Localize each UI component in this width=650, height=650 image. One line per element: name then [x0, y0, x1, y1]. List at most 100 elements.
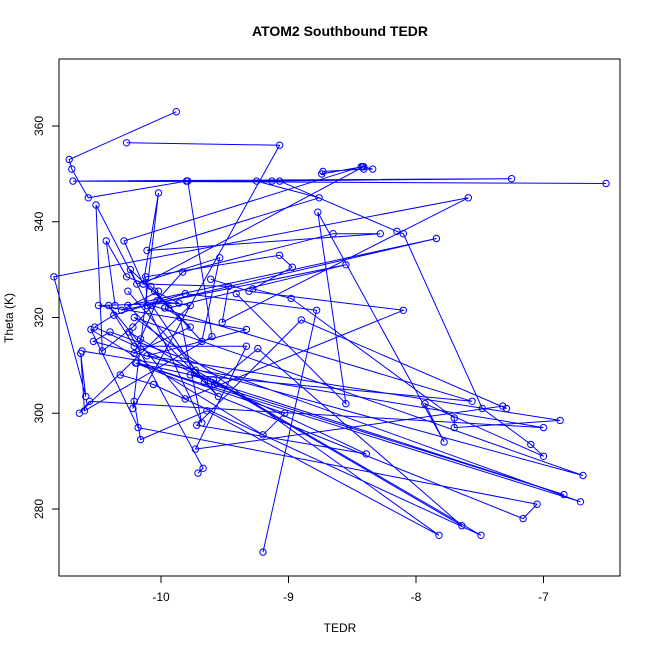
data-point [297, 316, 305, 324]
data-point [579, 471, 587, 480]
series-line [98, 238, 561, 429]
data-point [209, 376, 218, 384]
x-axis: -10 -9 -8 -7 [152, 575, 549, 604]
data-point [136, 435, 145, 444]
x-axis-label: TEDR [324, 621, 357, 635]
data-point [576, 498, 585, 506]
data-point [176, 313, 184, 322]
data-point [98, 347, 107, 355]
data-point [165, 304, 173, 312]
data-point [369, 165, 377, 173]
data-point [154, 287, 163, 295]
data-point [312, 306, 321, 314]
data-point [105, 301, 113, 310]
data-point [181, 395, 189, 403]
data-point [130, 342, 138, 350]
data-point [602, 179, 610, 188]
data-point [399, 306, 407, 314]
data-point [478, 404, 486, 413]
data-point [249, 285, 257, 293]
data-point [110, 311, 118, 319]
data-point [435, 531, 443, 539]
data-point [207, 275, 215, 283]
y-tick-label: 280 [32, 499, 46, 519]
data-point [210, 380, 219, 389]
data-point [122, 273, 131, 281]
data-point [245, 287, 253, 295]
data-point [172, 108, 181, 116]
data-point [147, 282, 155, 291]
data-point [142, 273, 150, 281]
data-point [218, 318, 226, 326]
data-point [87, 325, 95, 334]
data-point [136, 335, 145, 343]
data-point [268, 177, 276, 185]
data-point [186, 301, 195, 310]
data-point [186, 371, 195, 379]
data-point [252, 177, 261, 185]
data-point [68, 165, 76, 173]
data-point [133, 280, 141, 288]
series-layer [50, 108, 610, 556]
data-point [184, 177, 192, 185]
y-axis-label: Theta (K) [2, 293, 16, 343]
data-point [421, 400, 429, 408]
y-tick-label: 340 [32, 211, 46, 231]
series-line [89, 317, 584, 536]
data-point [122, 139, 131, 147]
data-point [153, 297, 161, 305]
data-point [342, 261, 350, 269]
data-point [91, 323, 99, 331]
x-tick-label: -9 [283, 590, 294, 604]
data-point [242, 325, 251, 334]
data-point [69, 177, 77, 185]
data-point [468, 397, 476, 405]
data-point [50, 273, 58, 281]
series-line [72, 178, 607, 352]
data-point [85, 397, 94, 405]
data-point [315, 194, 323, 202]
data-point [224, 282, 233, 291]
series-line [79, 269, 544, 429]
data-point [124, 301, 132, 310]
data-point [181, 289, 189, 298]
data-point [199, 464, 207, 472]
data-point [154, 189, 163, 197]
data-point [464, 194, 472, 202]
data-point [92, 201, 100, 209]
chart-title: ATOM2 Southbound TEDR [252, 23, 428, 39]
data-point [362, 450, 370, 458]
data-point [502, 404, 511, 413]
data-point [143, 301, 151, 310]
plot-frame [58, 58, 621, 577]
data-point [116, 371, 124, 379]
data-point [399, 230, 407, 238]
data-point [318, 170, 326, 178]
data-point [458, 522, 466, 530]
data-point [130, 313, 138, 322]
data-point [82, 392, 90, 401]
data-point [287, 294, 295, 303]
y-tick-label: 300 [32, 403, 46, 423]
x-tick-label: -10 [152, 590, 170, 604]
data-point [527, 440, 535, 449]
data-point [533, 500, 541, 508]
data-point [214, 392, 223, 401]
data-point [130, 349, 138, 358]
data-point [281, 409, 289, 417]
data-point [450, 423, 458, 432]
data-point [75, 409, 84, 417]
series-line [127, 304, 565, 527]
data-point [143, 246, 151, 255]
data-point [440, 438, 448, 446]
data-point [560, 490, 568, 499]
data-point [65, 155, 73, 164]
data-point [117, 306, 126, 314]
data-point [198, 337, 206, 346]
y-tick-label: 320 [32, 307, 46, 327]
data-point [519, 514, 527, 523]
data-point [186, 323, 195, 331]
data-point [275, 251, 284, 260]
data-point [275, 141, 284, 149]
